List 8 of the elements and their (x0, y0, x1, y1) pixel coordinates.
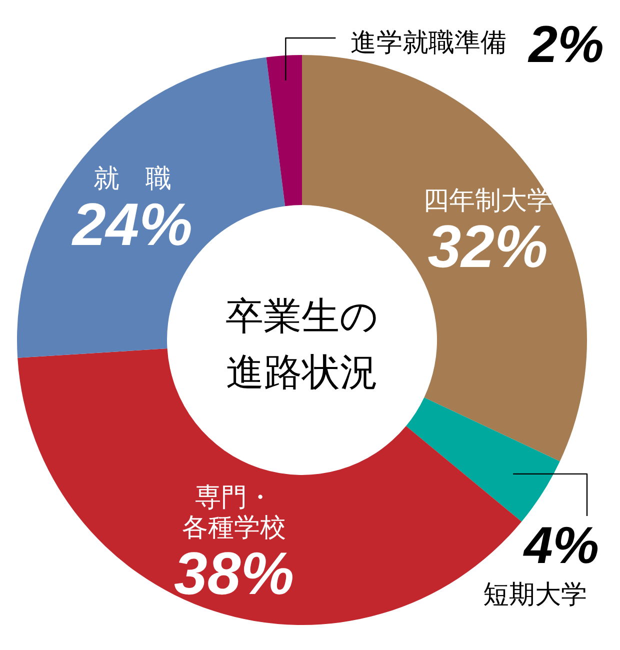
data-label: 2% (528, 16, 604, 74)
donut-slice (406, 397, 560, 522)
slice-label: 進学就職準備 (350, 28, 507, 58)
donut-slice (266, 55, 302, 206)
text: 卒業生の進路状況 (226, 294, 378, 394)
slice-label: 短期大学 (483, 580, 587, 610)
data-label: 4% (522, 516, 599, 575)
data-label: 32% (428, 213, 548, 280)
